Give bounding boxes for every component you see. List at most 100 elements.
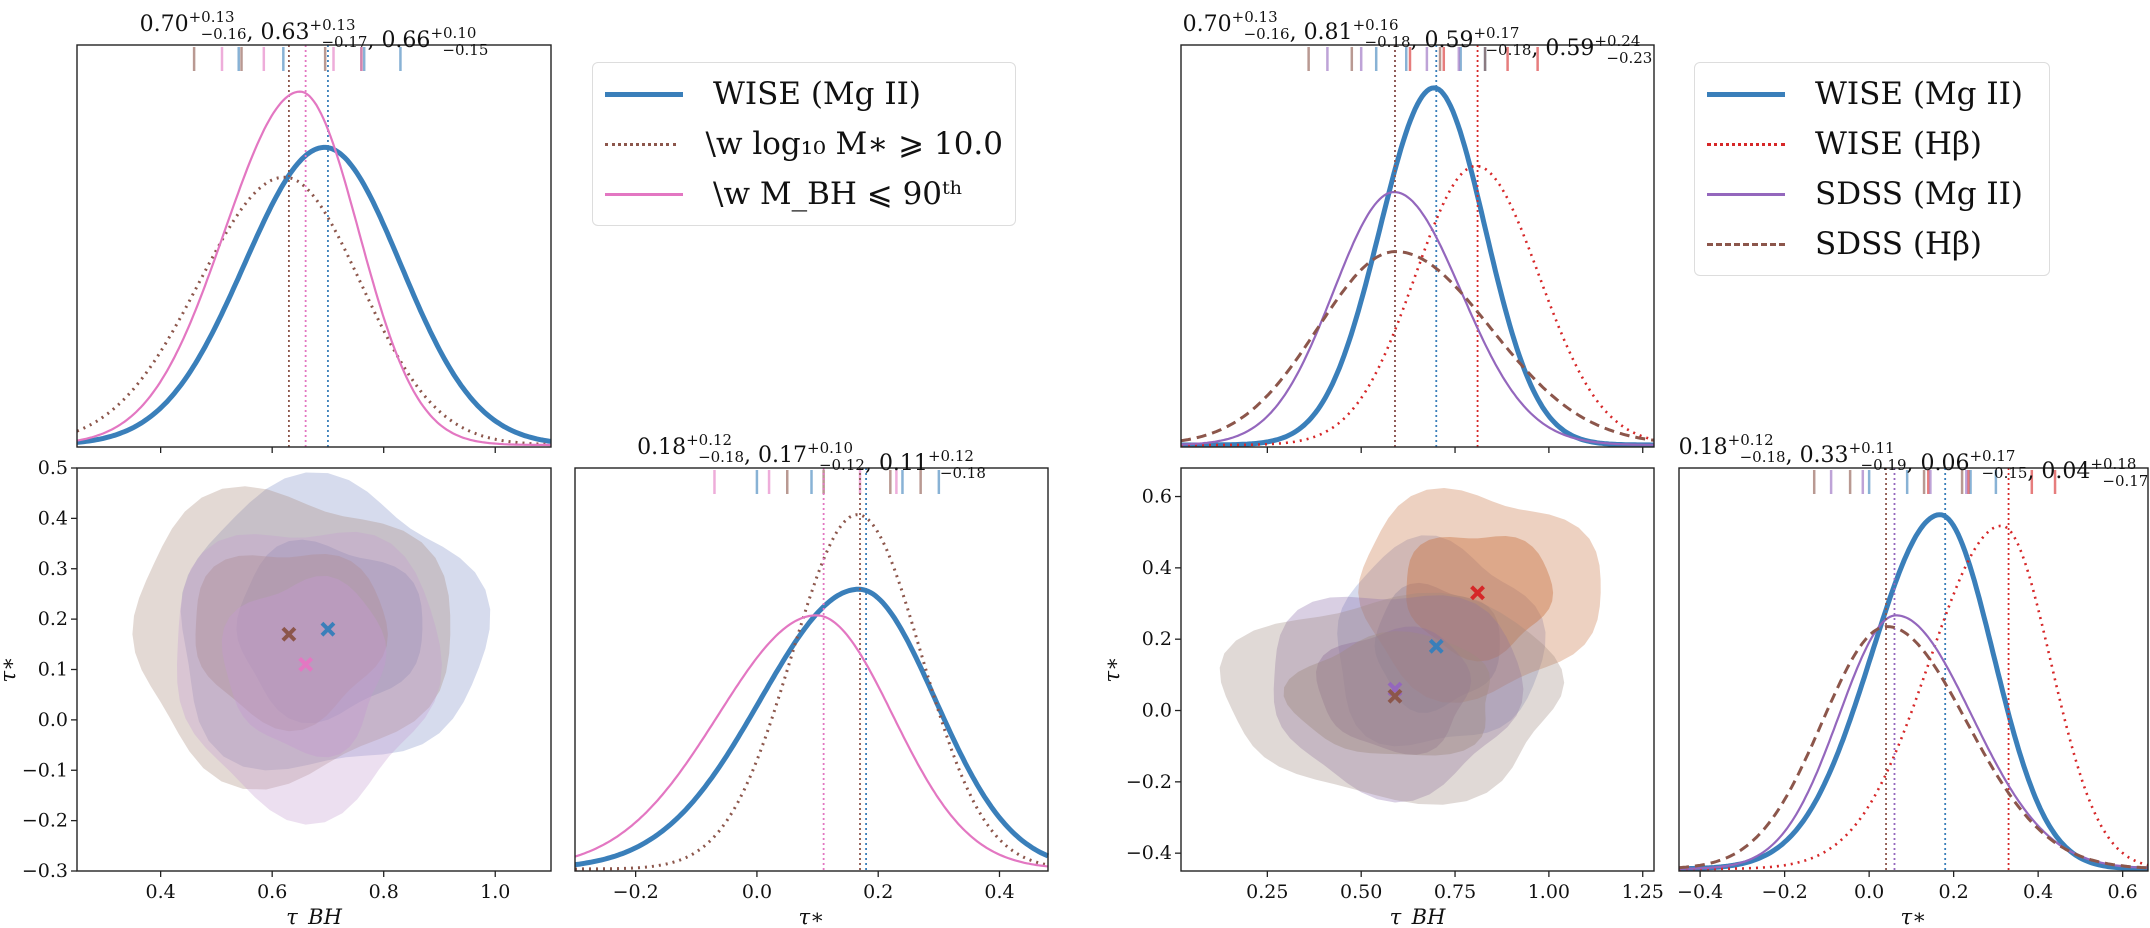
legend-swatch bbox=[605, 91, 683, 97]
right-tau-star-marginal-density-curve bbox=[1678, 512, 2148, 872]
legend-label: SDSS (Hβ) bbox=[1815, 226, 1983, 262]
marker-stroke bbox=[281, 626, 297, 642]
left-tau-star-marginal-density-curve bbox=[575, 513, 1049, 871]
legend-label: \w M_BH ⩽ 90ᵗʰ bbox=[713, 176, 964, 212]
right-joint-ytick-label: 0.0 bbox=[1142, 700, 1172, 722]
left-joint-contour-outer bbox=[177, 531, 442, 825]
legend-item: WISE (Hβ) bbox=[1707, 119, 2037, 169]
legend-item: WISE (Mg II) bbox=[605, 69, 1003, 119]
left-joint-ytick-label: 0.3 bbox=[38, 558, 68, 580]
left-tau-star-marginal-xtick-label: −0.2 bbox=[613, 881, 659, 903]
right-tau-star-title: 0.18+0.12 −0.18, 0.33+0.11 −0.19, 0.06+0.1… bbox=[1679, 431, 2149, 490]
right-joint-center-marker bbox=[1428, 638, 1444, 654]
left-joint-xtick-label: 0.6 bbox=[257, 881, 287, 903]
marker-stroke bbox=[320, 621, 336, 637]
left-joint-center-marker bbox=[281, 626, 297, 642]
legend-item: \w M_BH ⩽ 90ᵗʰ bbox=[605, 169, 1003, 219]
left-joint-center-marker bbox=[298, 657, 314, 672]
legend-item: SDSS (Mg II) bbox=[1707, 169, 2037, 219]
legend-label: WISE (Mg II) bbox=[1815, 76, 2023, 112]
left-tau-star-marginal-density-curve bbox=[574, 586, 1050, 868]
left-tau-star-marginal-density-curve bbox=[574, 614, 1049, 868]
left-joint-ytick-label: −0.3 bbox=[22, 860, 68, 882]
legend-swatch bbox=[605, 142, 676, 146]
right-tau-star-marginal-density-curve bbox=[1679, 614, 2149, 870]
legend-item: WISE (Mg II) bbox=[1707, 69, 2037, 119]
right-tau-star-marginal-xtick-label: 0.0 bbox=[1854, 881, 1884, 903]
legend-left: WISE (Mg II) \w log₁₀ M∗ ⩾ 10.0 \w M_BH ⩽ … bbox=[592, 62, 1016, 226]
left-joint-contour-outer bbox=[180, 472, 491, 771]
left-joint-xtick-label: 0.4 bbox=[146, 881, 176, 903]
legend-right: WISE (Mg II) WISE (Hβ) SDSS (Mg II) SDSS (H… bbox=[1694, 62, 2050, 276]
left-tau-star-title: 0.18+0.12 −0.18, 0.17+0.10 −0.12, 0.11+0.1… bbox=[637, 431, 986, 482]
right-joint-ylabel: τ∗ bbox=[1100, 657, 1124, 683]
left-tau-bh-title: 0.70+0.13 −0.16, 0.63+0.13 −0.17, 0.66+0.1… bbox=[140, 8, 489, 59]
left-tau-star-marginal-xtick-label: 0.0 bbox=[742, 881, 772, 903]
legend-swatch bbox=[1707, 91, 1785, 97]
right-tau-star-marginal-density-curve bbox=[1679, 524, 2149, 871]
right-tau-star-marginal-xtick-label: 0.4 bbox=[2023, 881, 2053, 903]
right-joint-xlabel: τ_BH bbox=[1390, 905, 1447, 928]
left-joint-center-marker bbox=[320, 621, 336, 637]
right-joint-ytick-label: 0.2 bbox=[1142, 628, 1172, 650]
left-joint-xlabel: τ_BH bbox=[286, 905, 343, 928]
left-tau-bh-marginal-density-curve bbox=[76, 144, 552, 445]
right-joint-ytick-label: −0.2 bbox=[1126, 771, 1172, 793]
left-joint-xtick-label: 0.8 bbox=[369, 881, 399, 903]
right-joint-contour-inner bbox=[1283, 631, 1490, 756]
legend-label: SDSS (Mg II) bbox=[1815, 176, 2023, 212]
left-tau-bh-marginal-density-curve bbox=[76, 175, 551, 446]
marker-stroke bbox=[1470, 585, 1485, 601]
right-tau-star-marginal-xtick-label: −0.4 bbox=[1677, 881, 1723, 903]
right-tau-bh-marginal-density-curve bbox=[1181, 164, 1655, 447]
right-tau-star-marginal-frame bbox=[1678, 467, 2149, 872]
right-joint-center-marker bbox=[1387, 688, 1403, 704]
right-joint-frame bbox=[1180, 467, 1655, 872]
right-tau-star-marginal-xtick-label: 0.6 bbox=[2108, 881, 2138, 903]
right-tau-star-marginal-xlabel: τ∗ bbox=[1901, 905, 1927, 928]
marker-stroke bbox=[1428, 638, 1444, 654]
right-joint-xtick-label: 0.50 bbox=[1340, 881, 1382, 903]
right-tau-bh-marginal-density-curve bbox=[1181, 85, 1654, 448]
right-tau-star-marginal-xtick-label: 0.2 bbox=[1939, 881, 1969, 903]
left-tau-bh-marginal-frame bbox=[76, 44, 552, 448]
left-joint-ytick-label: 0.0 bbox=[38, 709, 68, 731]
left-joint-ytick-label: −0.2 bbox=[22, 810, 68, 832]
legend-label: \w log₁₀ M∗ ⩾ 10.0 bbox=[705, 126, 1003, 162]
right-joint-xtick-label: 1.25 bbox=[1622, 881, 1664, 903]
right-tau-bh-title: 0.70+0.13 −0.16, 0.81+0.16 −0.18, 0.59+0.1… bbox=[1183, 8, 1653, 67]
right-joint-ytick-label: 0.4 bbox=[1142, 557, 1172, 579]
right-joint-xtick-label: 0.25 bbox=[1246, 881, 1288, 903]
right-tau-bh-marginal-density-curve bbox=[1180, 250, 1655, 443]
right-tau-bh-marginal-density-curve bbox=[1180, 190, 1655, 446]
legend-label: WISE (Hβ) bbox=[1815, 126, 1982, 162]
right-tau-bh-marginal-frame bbox=[1180, 44, 1655, 448]
marker-stroke bbox=[298, 657, 314, 672]
left-joint-ytick-label: 0.2 bbox=[38, 608, 68, 630]
left-joint-xtick-label: 1.0 bbox=[480, 881, 510, 903]
right-joint-ytick-label: −0.4 bbox=[1126, 842, 1172, 864]
right-tau-star-marginal-xtick-label: −0.2 bbox=[1762, 881, 1808, 903]
left-joint-ytick-label: −0.1 bbox=[22, 759, 68, 781]
right-joint-center-marker bbox=[1470, 585, 1485, 601]
left-tau-star-marginal-xtick-label: 0.4 bbox=[984, 881, 1014, 903]
left-joint-ylabel: τ∗ bbox=[0, 657, 20, 683]
right-joint-xtick-label: 1.00 bbox=[1528, 881, 1570, 903]
left-tau-bh-marginal-density-curve bbox=[76, 90, 551, 447]
right-joint-ytick-label: 0.6 bbox=[1142, 486, 1172, 508]
legend-swatch bbox=[1707, 142, 1785, 146]
left-tau-star-marginal-xtick-label: 0.2 bbox=[863, 881, 893, 903]
legend-label: WISE (Mg II) bbox=[713, 76, 921, 112]
marker-stroke bbox=[1387, 688, 1403, 704]
right-joint-contour-inner bbox=[1406, 536, 1554, 662]
right-tau-star-marginal-density-curve bbox=[1678, 625, 2149, 870]
legend-swatch bbox=[1707, 192, 1785, 196]
right-joint-xtick-label: 0.75 bbox=[1434, 881, 1476, 903]
legend-swatch bbox=[1707, 242, 1785, 246]
left-joint-contour-inner bbox=[195, 554, 388, 732]
left-joint-ytick-label: 0.1 bbox=[38, 659, 68, 681]
left-joint-ytick-label: 0.5 bbox=[38, 457, 68, 479]
legend-swatch bbox=[605, 192, 683, 196]
left-joint-ytick-label: 0.4 bbox=[38, 507, 68, 529]
